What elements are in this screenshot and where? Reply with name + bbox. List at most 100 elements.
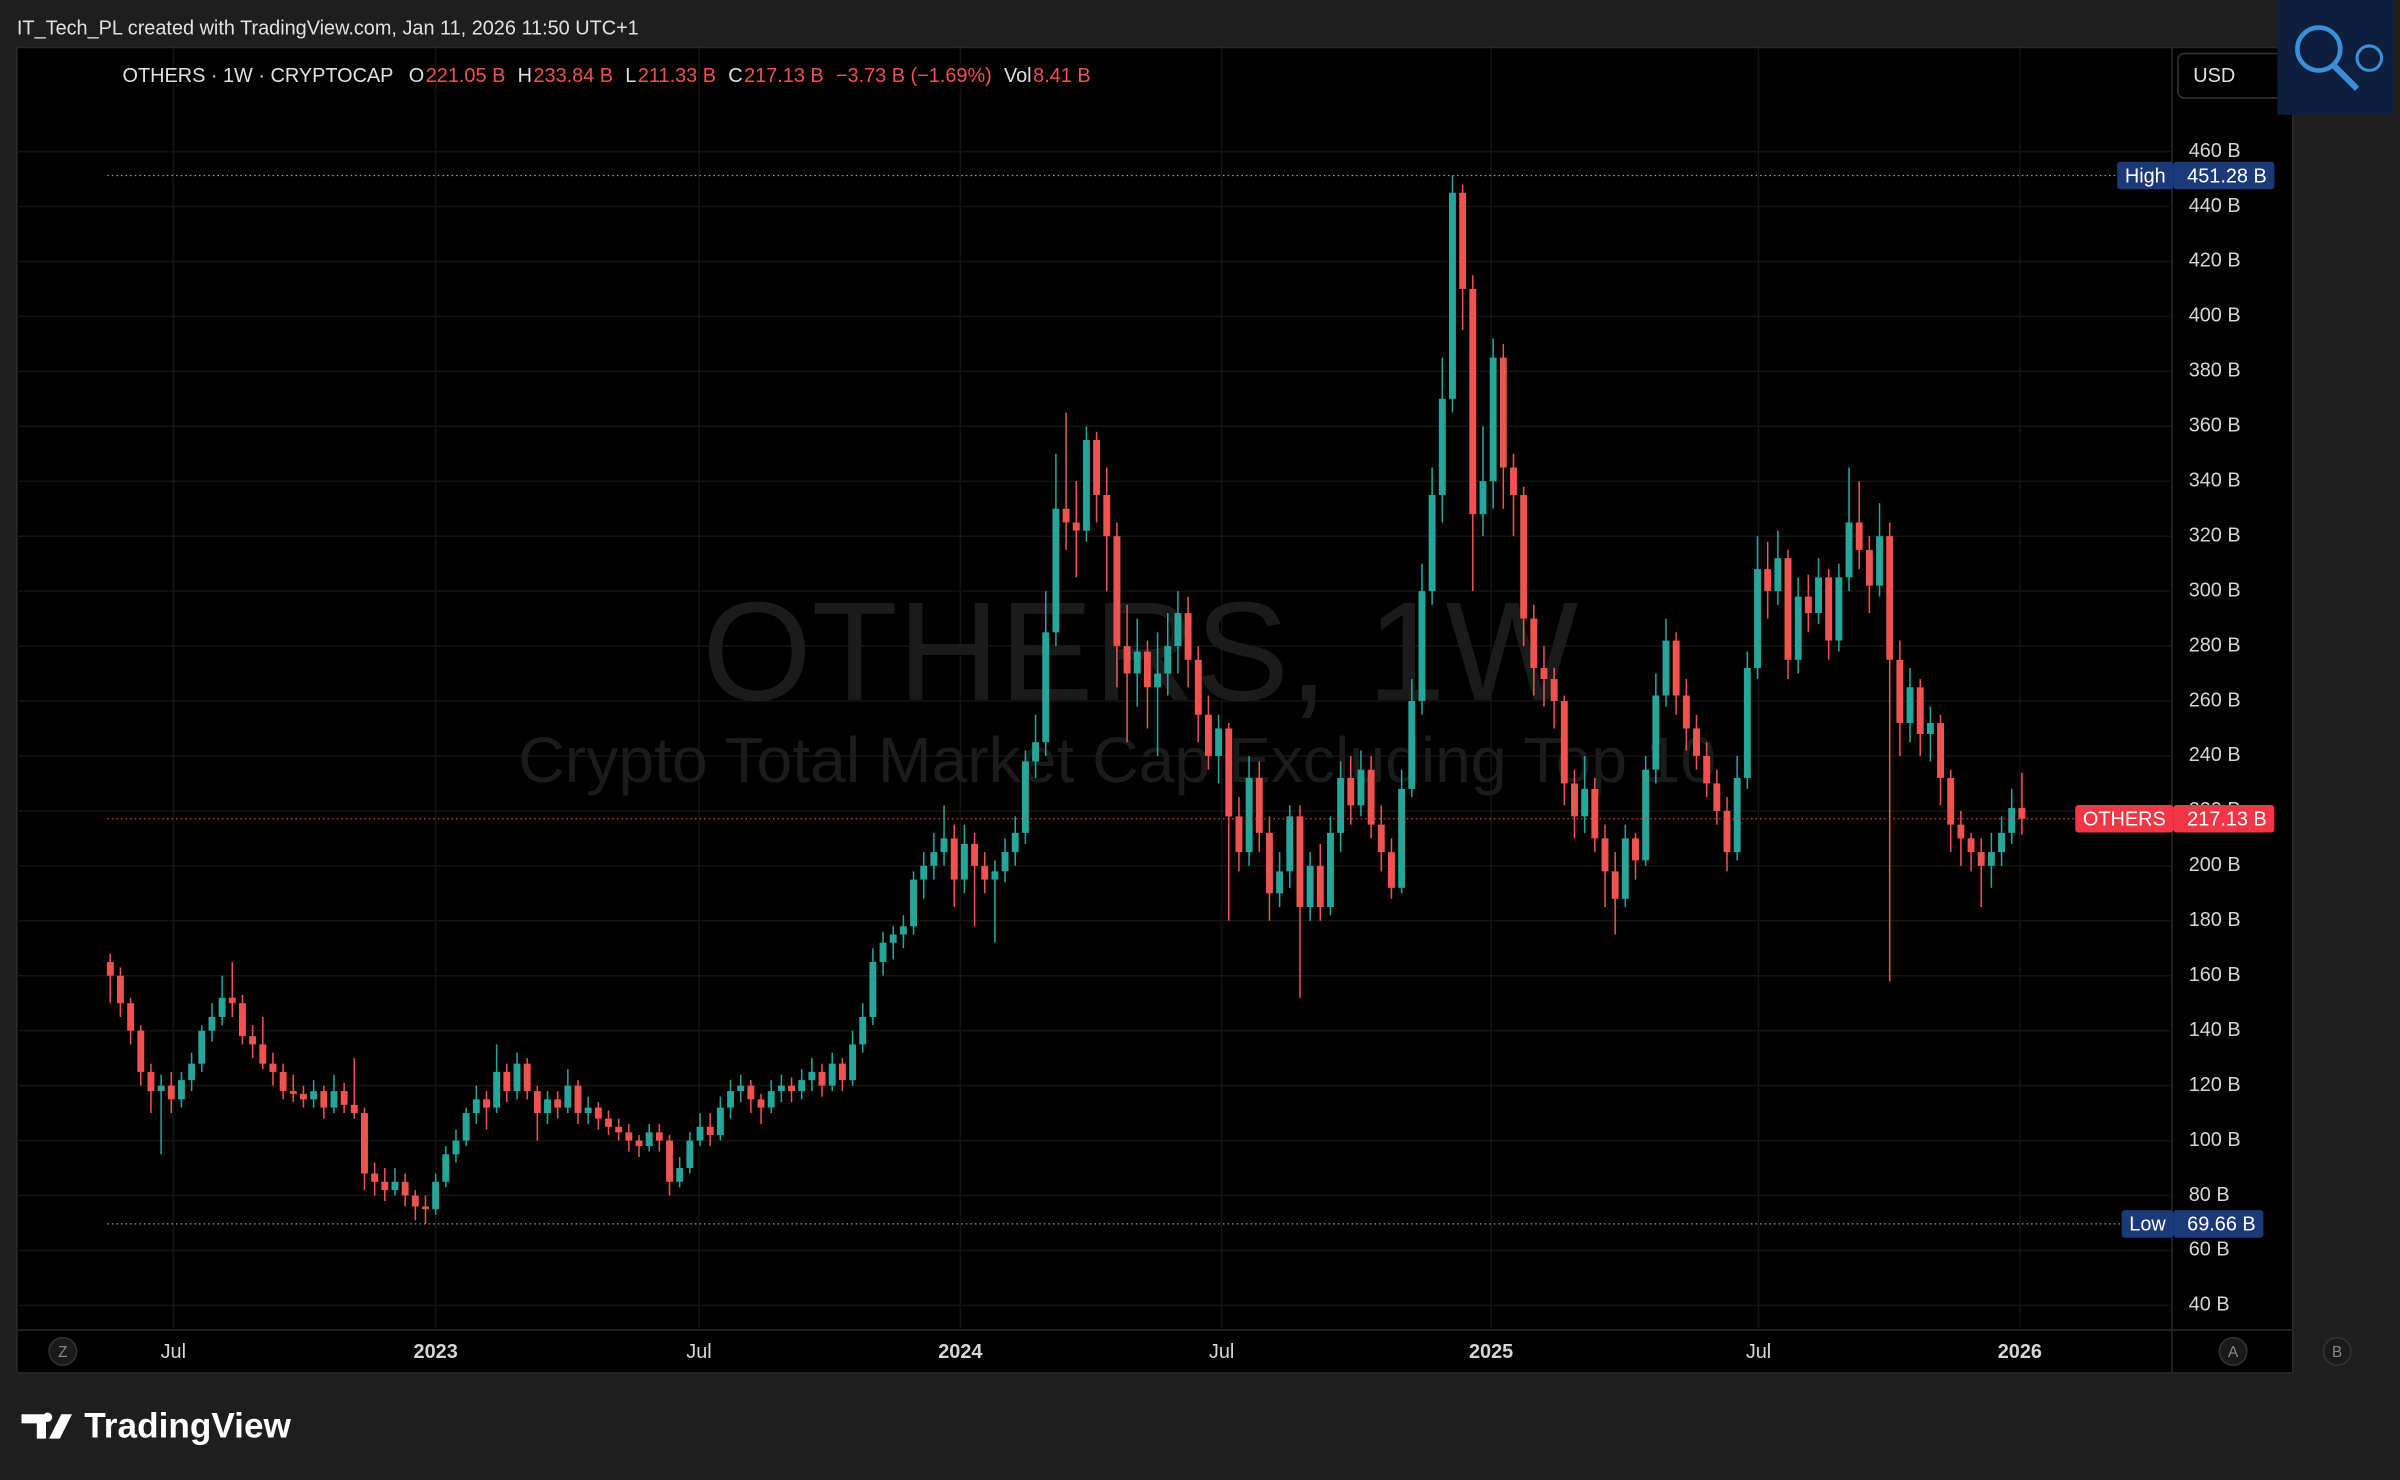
x-tick-label: 2023 <box>414 1341 458 1363</box>
candle-body <box>157 1085 165 1092</box>
candle-body <box>1723 810 1731 853</box>
candle-body <box>513 1063 521 1092</box>
candle-body <box>1377 824 1385 853</box>
candle-body <box>289 1091 297 1094</box>
candle-body <box>483 1099 490 1108</box>
watermark-title: OTHERS, 1W <box>702 573 1578 730</box>
candle-body <box>1194 659 1202 715</box>
candle-body <box>1204 714 1212 756</box>
legend-key: L <box>625 65 636 87</box>
candle-body <box>1001 852 1009 872</box>
x-tick-label: Jul <box>1209 1341 1234 1363</box>
x-tick-label: Jul <box>1746 1341 1771 1363</box>
candle-body <box>1174 613 1182 647</box>
candle-body <box>1489 357 1497 482</box>
log-button-label[interactable]: B <box>2332 1344 2342 1361</box>
candle-body <box>554 1099 562 1108</box>
candle-body <box>1571 783 1578 817</box>
candle-body <box>1367 769 1375 825</box>
candle-body <box>137 1030 145 1072</box>
candle-body <box>1459 192 1467 289</box>
candle-body <box>605 1118 612 1127</box>
candle-body <box>1886 536 1894 660</box>
candle-body <box>1530 618 1538 669</box>
legend-key: Vol <box>1004 65 1032 87</box>
logo-ring <box>2295 25 2343 73</box>
candle-body <box>798 1080 806 1092</box>
candle-body <box>218 997 226 1017</box>
candle-body <box>981 865 989 880</box>
candle-body <box>116 975 124 1004</box>
candle-body <box>777 1085 785 1092</box>
candle-body <box>818 1071 826 1086</box>
auto-button-label[interactable]: A <box>2228 1344 2239 1361</box>
candle-body <box>1418 591 1426 702</box>
candle-body <box>1652 695 1660 770</box>
candle-body <box>1255 777 1263 833</box>
candle-body <box>401 1181 409 1196</box>
candle-body <box>991 871 999 880</box>
marker-label-box <box>2075 805 2174 833</box>
candle-body <box>523 1063 531 1092</box>
candle-body <box>1103 494 1111 537</box>
candle-body <box>1276 871 1284 894</box>
candle-body <box>462 1113 470 1141</box>
candle-body <box>1265 832 1273 894</box>
candle-body <box>808 1071 816 1081</box>
candle-body <box>1296 816 1304 908</box>
marker-value: 217.13 B <box>2187 809 2267 831</box>
candle-body <box>1642 769 1650 861</box>
candle-body <box>1408 701 1416 789</box>
candle-body <box>1388 852 1395 888</box>
y-tick-label: 380 B <box>2189 360 2241 382</box>
candle-body <box>1072 522 1080 531</box>
candle-body <box>147 1071 155 1092</box>
marker-label: Low <box>2129 1214 2166 1236</box>
candle-body <box>950 838 958 880</box>
candle-body <box>1438 398 1446 495</box>
brand-name: TradingView <box>84 1406 291 1445</box>
candle-body <box>960 843 968 880</box>
marker-label: OTHERS <box>2083 809 2166 831</box>
candle-body <box>1123 646 1131 674</box>
scale-button-label[interactable]: Z <box>58 1344 67 1361</box>
candle-body <box>1113 536 1121 647</box>
candle-body <box>1855 522 1863 550</box>
candle-body <box>330 1091 338 1108</box>
candle-body <box>1286 816 1294 872</box>
candle-body <box>889 934 897 943</box>
marker-value-box <box>2173 161 2275 190</box>
candle-body <box>1632 838 1639 861</box>
candle-body <box>564 1085 572 1108</box>
candle-body <box>1957 824 1965 839</box>
candle-body <box>544 1099 551 1114</box>
scale-button[interactable] <box>48 1336 78 1366</box>
candle-body <box>1845 522 1853 578</box>
candle-body <box>259 1044 267 1064</box>
candle-body <box>1510 467 1517 495</box>
y-tick-label: 260 B <box>2189 689 2241 711</box>
y-tick-label: 80 B <box>2189 1184 2230 1206</box>
candle-body <box>747 1085 755 1100</box>
currency-label[interactable]: USD <box>2193 65 2235 87</box>
candle-body <box>1743 668 1751 778</box>
candle-body <box>1876 536 1883 586</box>
candle-body <box>350 1104 358 1114</box>
candle-body <box>1987 852 1995 866</box>
candle-body <box>869 961 877 1017</box>
candle-body <box>1184 613 1192 660</box>
log-button[interactable] <box>2322 1336 2352 1366</box>
candle-body <box>1011 832 1019 853</box>
candle-body <box>1835 577 1843 641</box>
legend-value: 217.13 B <box>744 65 824 87</box>
candle-body <box>686 1140 694 1169</box>
logo-handle <box>2331 63 2360 91</box>
auto-button[interactable] <box>2218 1336 2248 1366</box>
candle-body <box>238 1003 246 1037</box>
candle-body <box>1062 508 1070 523</box>
candle-body <box>1998 832 2006 853</box>
candle-body <box>422 1206 429 1210</box>
candle-body <box>1621 838 1629 899</box>
y-tick-label: 340 B <box>2189 469 2241 491</box>
